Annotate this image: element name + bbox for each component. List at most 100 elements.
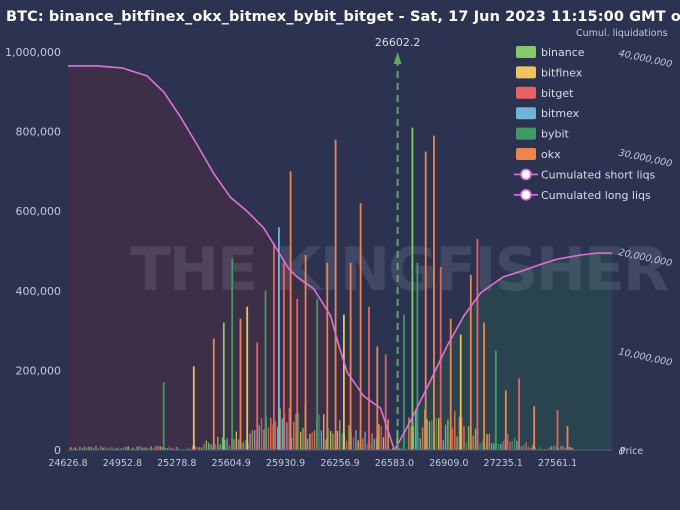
liquidation-bar-bybit xyxy=(187,447,189,450)
watermark-text: THE KINGFISHER xyxy=(130,235,668,305)
liquidation-bar-peak-bitget xyxy=(273,243,275,450)
current-price-arrow xyxy=(393,52,402,64)
liquidation-bar-bitmex xyxy=(364,431,366,450)
liquidation-bar-okx xyxy=(171,448,173,450)
cumulated-short-area xyxy=(68,65,395,451)
liquidation-bar-peak-okx xyxy=(424,151,427,450)
legend-swatch-bitmex xyxy=(516,107,536,120)
liquidation-bar-binance xyxy=(224,440,226,450)
liquidation-bar-bitmex xyxy=(125,446,127,450)
liquidation-bar-bitfinex xyxy=(398,448,401,450)
liquidation-bar-binance xyxy=(132,447,134,450)
y-right-tick-label: 30,000,000 xyxy=(618,148,674,170)
liquidation-bar-peak-okx xyxy=(533,406,536,450)
liquidation-bar-binance xyxy=(201,447,203,450)
legend-label: bitfinex xyxy=(541,66,583,79)
x-tick-label: 25278.8 xyxy=(157,458,196,469)
liquidation-bar-okx xyxy=(194,445,196,450)
liquidation-bar-binance xyxy=(348,425,350,450)
liquidation-bar-binance xyxy=(205,440,208,450)
y-right-axis-label: Cumul. liquidations xyxy=(576,28,668,39)
liquidation-bar-bybit xyxy=(555,445,557,450)
liquidation-bar-bitget xyxy=(559,445,562,450)
liquidation-bar-okx xyxy=(362,438,364,450)
liquidation-bar-peak-bitget xyxy=(476,239,479,450)
liquidation-bar-bitmex xyxy=(210,444,212,450)
liquidation-bar-bybit xyxy=(104,446,106,450)
liquidation-bar-bitget xyxy=(81,448,83,450)
liquidation-bar-bitget xyxy=(525,442,527,450)
x-tick-label: 26583.0 xyxy=(375,458,414,469)
liquidation-bar-okx xyxy=(293,421,295,450)
liquidation-bar-peak-bitmex xyxy=(278,227,280,450)
cumulated-long-area xyxy=(394,253,612,450)
cumulated-short-line xyxy=(68,65,396,451)
liquidation-bar-binance xyxy=(456,436,458,450)
liquidation-bar-peak-binance xyxy=(411,127,414,450)
liquidation-bar-peak-okx xyxy=(469,274,472,450)
liquidation-bar-okx xyxy=(410,426,412,450)
liquidation-bar-binance xyxy=(295,413,297,450)
liquidation-bar-bybit xyxy=(129,448,132,450)
liquidation-bar-bitmex xyxy=(116,447,118,450)
liquidation-bar-okx xyxy=(263,429,265,450)
liquidation-bar-bitget xyxy=(380,426,382,450)
liquidation-bar-binance xyxy=(88,446,90,450)
liquidation-bar-bitget xyxy=(564,447,566,450)
liquidation-bar-bybit xyxy=(86,447,88,450)
liquidation-bar-bitget xyxy=(346,440,348,450)
legend-label: bitmex xyxy=(541,107,580,120)
liquidation-bar-peak-bybit xyxy=(231,259,234,450)
liquidation-bar-bybit xyxy=(539,447,541,450)
legend-marker-icon xyxy=(520,189,532,201)
liquidation-bar-bitmex xyxy=(175,447,178,450)
liquidation-bar-peak-bitget xyxy=(256,342,259,450)
liquidation-bar-binance xyxy=(208,442,210,450)
liquidation-bar-bitfinex xyxy=(309,433,311,450)
liquidation-bar-bitget xyxy=(527,446,530,450)
liquidation-bar-bybit xyxy=(341,433,343,450)
legend-swatch-bitfinex xyxy=(516,66,536,79)
liquidation-bar-bybit xyxy=(297,412,300,450)
liquidation-bar-peak-bitget xyxy=(368,306,370,450)
legend-swatch-okx xyxy=(516,148,536,160)
liquidation-bar-bitmex xyxy=(320,430,323,450)
y-left-tick-label: 1,000,000 xyxy=(5,46,61,59)
liquidation-bar-bitfinex xyxy=(300,431,302,450)
liquidation-bar-bitfinex xyxy=(279,408,281,450)
liquidation-bar-okx xyxy=(251,430,254,450)
liquidation-bar-bybit xyxy=(327,427,329,450)
legend-label: okx xyxy=(541,148,561,161)
liquidation-bar-bitmex xyxy=(562,446,564,450)
liquidation-bar-bybit xyxy=(435,418,438,450)
y-left-tick-label: 800,000 xyxy=(16,126,62,139)
liquidation-bar-bitmex xyxy=(516,440,518,450)
legend-swatch-bitget xyxy=(516,86,536,99)
liquidation-bar-bitmex xyxy=(389,448,392,450)
liquidation-bar-peak-okx xyxy=(504,390,507,450)
liquidation-bar-peak-okx xyxy=(304,255,307,450)
liquidation-bar-peak-okx xyxy=(483,322,485,450)
liquidation-bar-bybit xyxy=(214,444,217,450)
liquidation-bar-bitmex xyxy=(145,447,148,450)
liquidation-bar-peak-bitget xyxy=(283,262,285,450)
liquidation-bar-bitfinex xyxy=(571,447,573,450)
liquidation-bar-bitmex xyxy=(490,443,493,450)
liquidation-bar-binance xyxy=(219,444,221,450)
liquidation-bar-bitfinex xyxy=(336,431,339,450)
legend-label: binance xyxy=(541,46,585,59)
liquidation-bar-bybit xyxy=(122,447,125,450)
x-tick-label: 24626.8 xyxy=(48,458,87,469)
liquidation-bar-binance xyxy=(447,419,449,450)
liquidation-bar-bitfinex xyxy=(235,431,237,450)
x-axis-label: Price xyxy=(620,446,643,457)
liquidation-bar-bitget xyxy=(502,441,504,450)
liquidation-bar-bitget xyxy=(553,445,555,450)
current-price-label: 26602.2 xyxy=(375,36,421,49)
liquidation-bar-bitmex xyxy=(306,438,309,450)
liquidation-bar-bitget xyxy=(228,445,231,450)
liquidation-bar-peak-bitget xyxy=(296,298,299,450)
liquidation-bar-bybit xyxy=(244,440,247,450)
liquidation-bar-bitfinex xyxy=(127,446,129,450)
